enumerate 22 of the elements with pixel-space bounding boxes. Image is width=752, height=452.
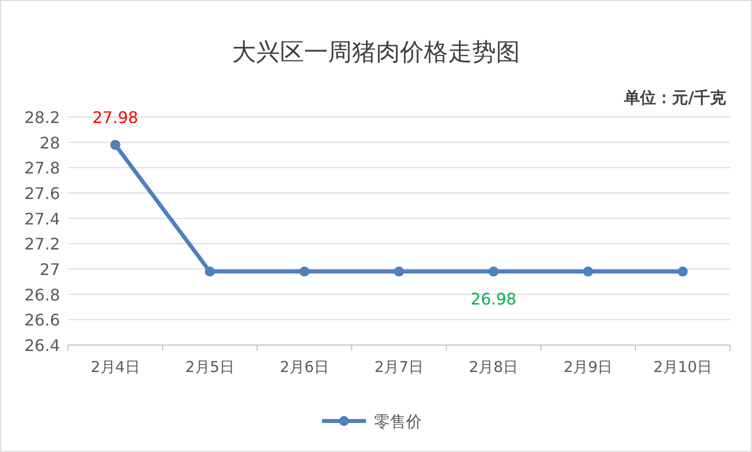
annotation: 27.98 <box>92 108 138 127</box>
y-tick-label: 27 <box>40 260 60 279</box>
y-tick-label: 28 <box>40 133 60 152</box>
y-tick-label: 28.2 <box>24 108 60 127</box>
legend-label: 零售价 <box>374 412 422 431</box>
y-tick-label: 27.4 <box>24 209 60 228</box>
annotation: 26.98 <box>470 290 516 309</box>
y-tick-label: 26.4 <box>24 336 60 355</box>
y-tick-label: 27.8 <box>24 158 60 178</box>
y-tick-label: 26.8 <box>24 285 60 304</box>
x-tick-label: 2月5日 <box>185 358 234 376</box>
chart-title: 大兴区一周猪肉价格走势图 <box>232 38 520 66</box>
x-tick-label: 2月8日 <box>469 358 518 376</box>
x-tick-label: 2月4日 <box>90 358 140 376</box>
y-tick-label: 27.6 <box>24 184 60 203</box>
y-tick-label: 27.2 <box>24 234 60 254</box>
x-tick-label: 2月9日 <box>564 358 613 376</box>
chart-subtitle: 单位：元/千克 <box>623 88 727 107</box>
y-tick-label: 26.6 <box>24 310 60 330</box>
x-tick-label: 2月7日 <box>374 358 424 376</box>
x-tick-label: 2月10日 <box>653 358 712 376</box>
x-tick-label: 2月6日 <box>280 358 329 376</box>
